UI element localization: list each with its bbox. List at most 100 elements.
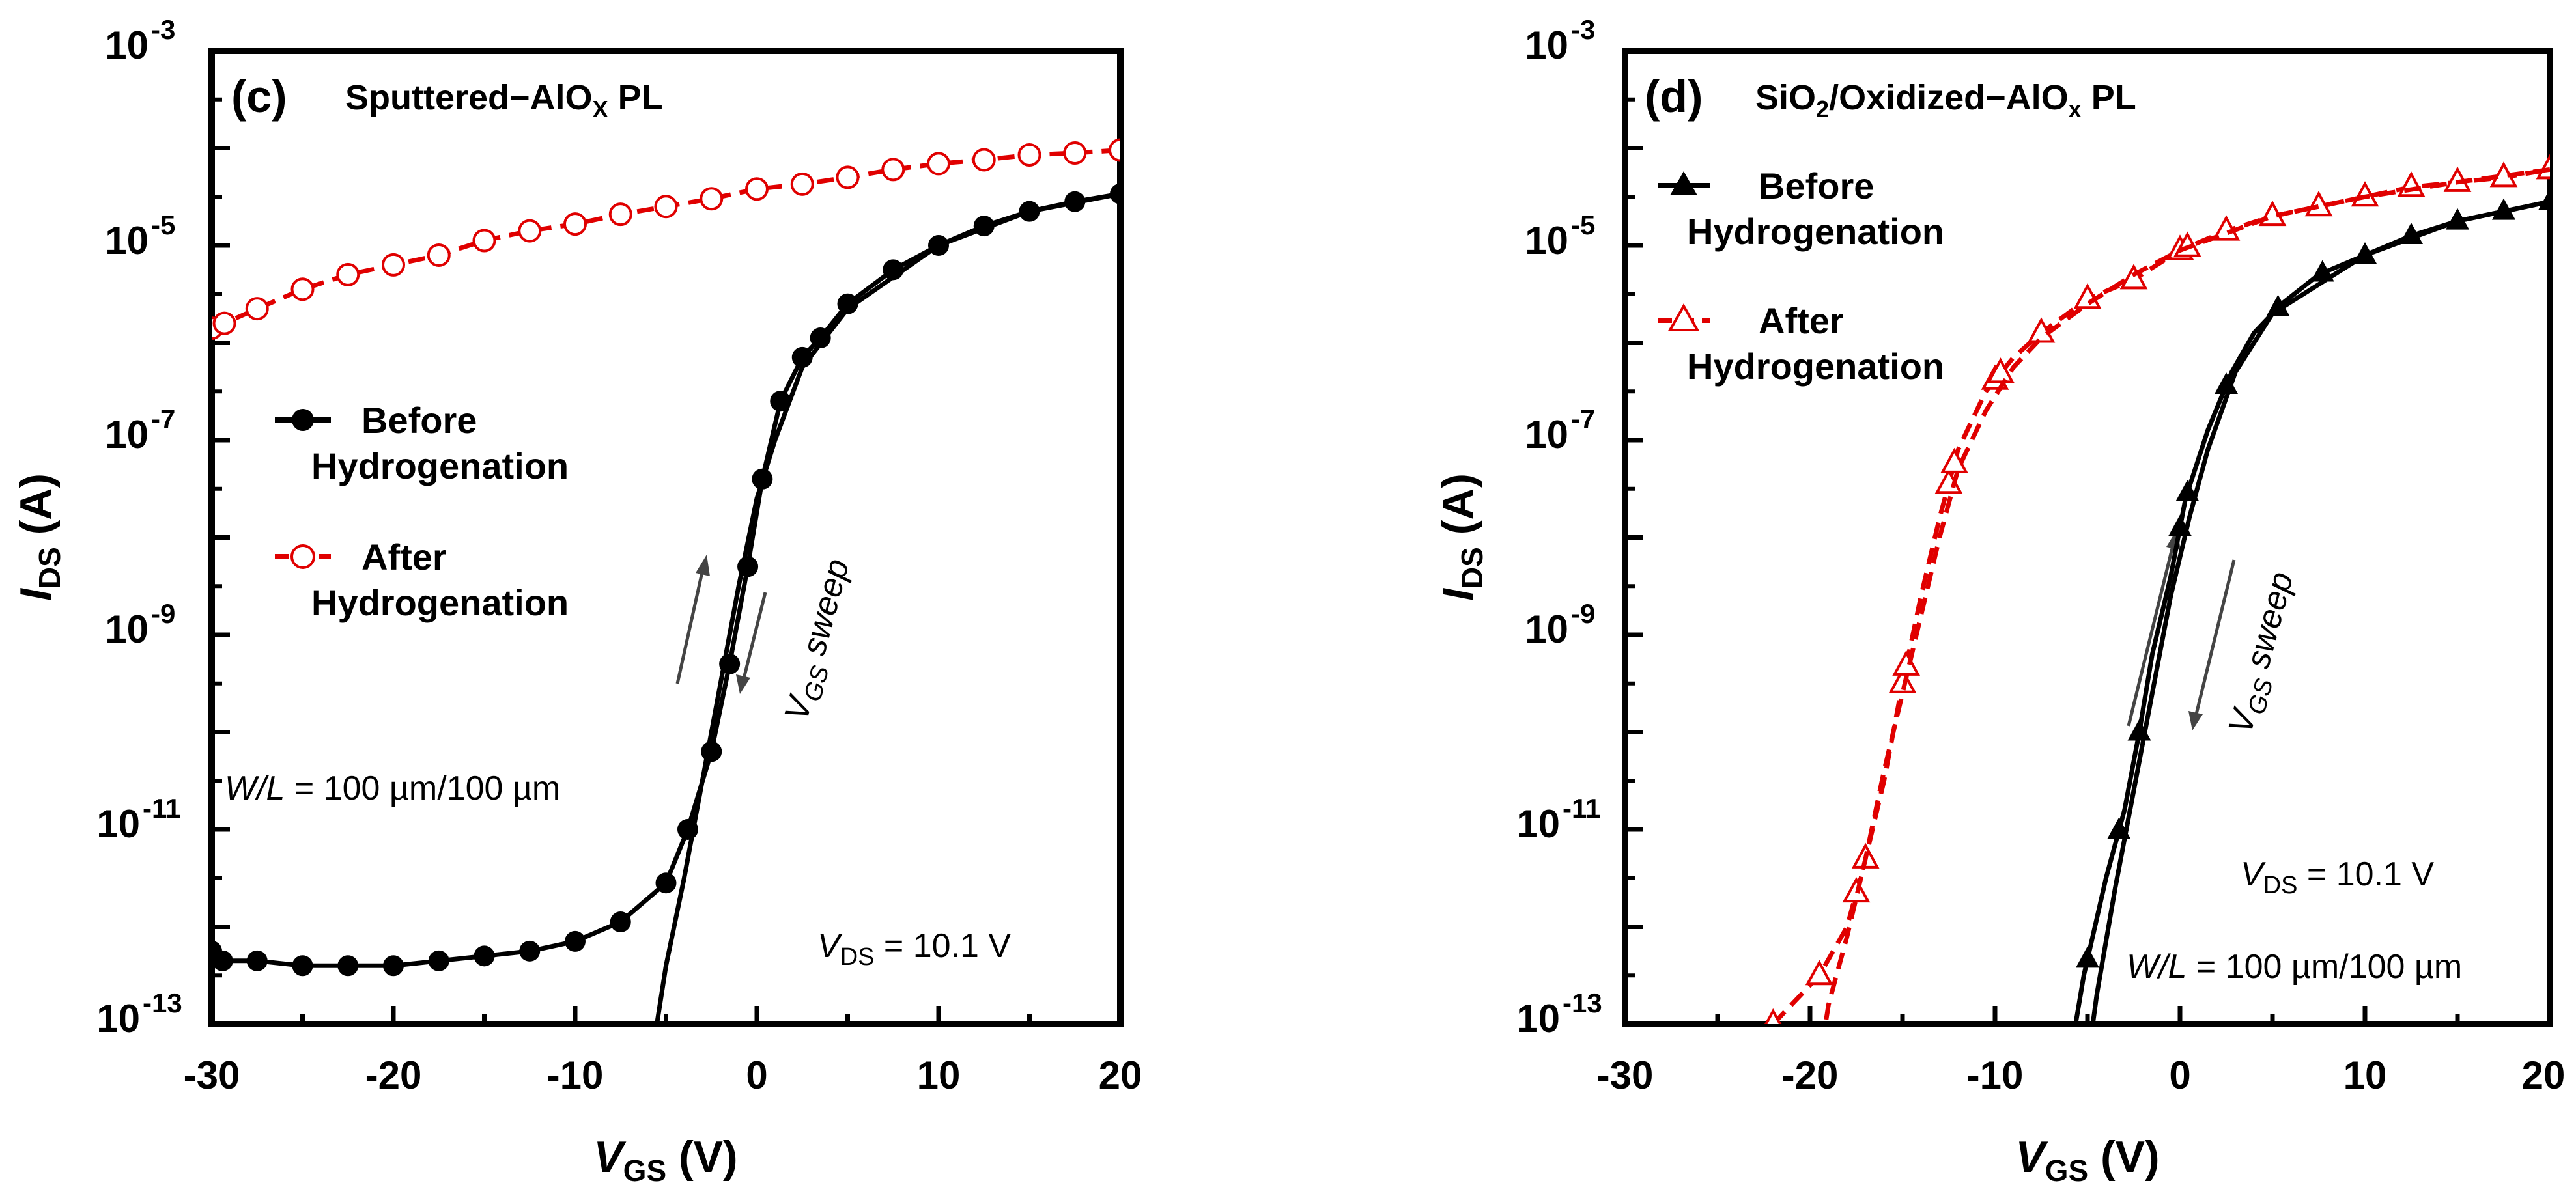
data-point — [428, 950, 449, 971]
sweep-arrowhead-up — [696, 555, 710, 576]
data-point — [972, 148, 996, 172]
data-point — [2215, 372, 2238, 395]
series-line — [1823, 167, 2550, 1024]
panel-c: 10 -3 10 -5 10 -7 10 -9 10 -11 10 -13 -3… — [11, 14, 1142, 1188]
data-point — [2076, 946, 2099, 968]
data-point — [212, 950, 233, 971]
y-tick-exponent: -9 — [1571, 598, 1595, 629]
data-point — [519, 940, 541, 962]
legend-marker-before — [1670, 171, 1697, 195]
data-point — [1888, 667, 1917, 693]
data-point — [245, 297, 269, 321]
data-point — [1017, 143, 1041, 167]
sweep-arrow-down — [741, 592, 767, 684]
data-point — [881, 158, 905, 182]
y-tick-exponent: -3 — [151, 14, 175, 45]
y-tick-exponent: -7 — [151, 404, 175, 434]
data-point — [2536, 154, 2550, 180]
panel-letter: (d) — [1645, 71, 1703, 122]
y-tick-label: 10 — [96, 997, 140, 1040]
legend-label-after-line2: Hydrogenation — [1687, 346, 1944, 387]
data-point — [2266, 294, 2290, 316]
data-point — [836, 165, 860, 189]
wl-annotation: W/L = 100 µm/100 µm — [225, 770, 560, 807]
x-tick-label: -30 — [184, 1053, 240, 1097]
y-tick-exponent: -11 — [143, 793, 180, 824]
y-ticks-group — [1625, 48, 1643, 1027]
y-tick-exponent: -3 — [1571, 14, 1595, 45]
legend-label-before-line2: Hydrogenation — [1687, 211, 1944, 252]
data-point — [1063, 141, 1087, 165]
sweep-arrowhead-down — [2188, 711, 2203, 730]
sweep-annotation: VGS sweep — [2222, 568, 2307, 739]
data-point — [1805, 960, 1833, 986]
wl-annotation: W/L = 100 µm/100 µm — [2127, 948, 2462, 986]
x-tick-label: 0 — [2169, 1053, 2190, 1097]
sweep-arrow-down — [2193, 559, 2236, 720]
data-point — [382, 253, 405, 277]
series-group — [1764, 154, 2550, 1024]
sweep-arrowhead-down — [736, 674, 750, 694]
data-point — [290, 277, 315, 301]
data-point — [472, 229, 496, 253]
series-line — [212, 148, 1120, 331]
y-axis-label: IDS (A) — [1434, 473, 1489, 601]
legend: Before Hydrogenation After Hydrogenation — [275, 400, 569, 623]
series-line — [2073, 199, 2550, 1024]
x-tick-label: -30 — [1597, 1053, 1654, 1097]
vds-annotation: VDS = 10.1 V — [817, 927, 1011, 971]
y-tick-label: 10 — [96, 802, 140, 846]
data-point — [1892, 650, 1921, 676]
sweep-arrow-up — [675, 566, 705, 684]
y-tick-label: 10 — [1525, 607, 1568, 651]
y-ticks-group — [212, 48, 230, 1027]
vds-annotation: VDS = 10.1 V — [2241, 855, 2434, 899]
legend-marker-after — [290, 544, 315, 569]
data-point — [837, 293, 858, 314]
x-ticks-group — [1622, 1006, 2553, 1024]
data-point — [212, 311, 236, 335]
y-tick-label: 10 — [105, 23, 149, 67]
y-tick-exponent: -11 — [1563, 793, 1600, 824]
data-point — [427, 243, 451, 267]
data-point — [383, 955, 404, 977]
y-tick-label: 10 — [105, 219, 149, 262]
y-tick-exponent: -7 — [1571, 404, 1595, 434]
data-point — [1109, 138, 1120, 162]
x-axis-label: VGS (V) — [2015, 1132, 2159, 1188]
x-tick-label: 10 — [2343, 1053, 2387, 1097]
legend-label-after-line1: After — [1759, 300, 1844, 341]
x-tick-label: -20 — [1782, 1053, 1839, 1097]
data-point — [2397, 171, 2426, 197]
series-line — [2090, 199, 2550, 1024]
panel-letter: (c) — [231, 71, 287, 122]
data-point — [474, 945, 495, 967]
data-point — [2212, 215, 2241, 241]
legend-label-after-line1: After — [361, 536, 447, 577]
y-tick-label: 10 — [105, 607, 149, 651]
y-tick-label: 10 — [105, 413, 149, 456]
data-point — [700, 187, 724, 211]
y-tick-exponent: -9 — [151, 598, 175, 629]
y-tick-exponent: -13 — [1563, 988, 1602, 1018]
legend-label-after-line2: Hydrogenation — [311, 582, 569, 623]
data-point — [337, 955, 359, 977]
panel-d: 10 -3 10 -5 10 -7 10 -9 10 -11 10 -13 -3… — [1434, 14, 2565, 1188]
data-point — [654, 195, 678, 219]
data-point — [336, 262, 360, 286]
data-point — [1987, 357, 2015, 383]
x-tick-label: 10 — [917, 1053, 961, 1097]
x-ticks-group — [209, 1006, 1123, 1024]
x-tick-label: -10 — [547, 1053, 604, 1097]
y-tick-exponent: -13 — [143, 988, 182, 1018]
legend-label-before-line1: Before — [361, 400, 477, 441]
data-point — [745, 177, 769, 201]
x-tick-label: 0 — [746, 1053, 767, 1097]
y-tick-exponent: -5 — [151, 210, 175, 240]
legend-label-before-line1: Before — [1759, 165, 1874, 206]
x-tick-label: -10 — [1967, 1053, 2024, 1097]
legend: Before Hydrogenation After Hydrogenation — [1658, 165, 1944, 387]
legend-marker-before — [292, 409, 314, 431]
data-point — [565, 930, 586, 952]
